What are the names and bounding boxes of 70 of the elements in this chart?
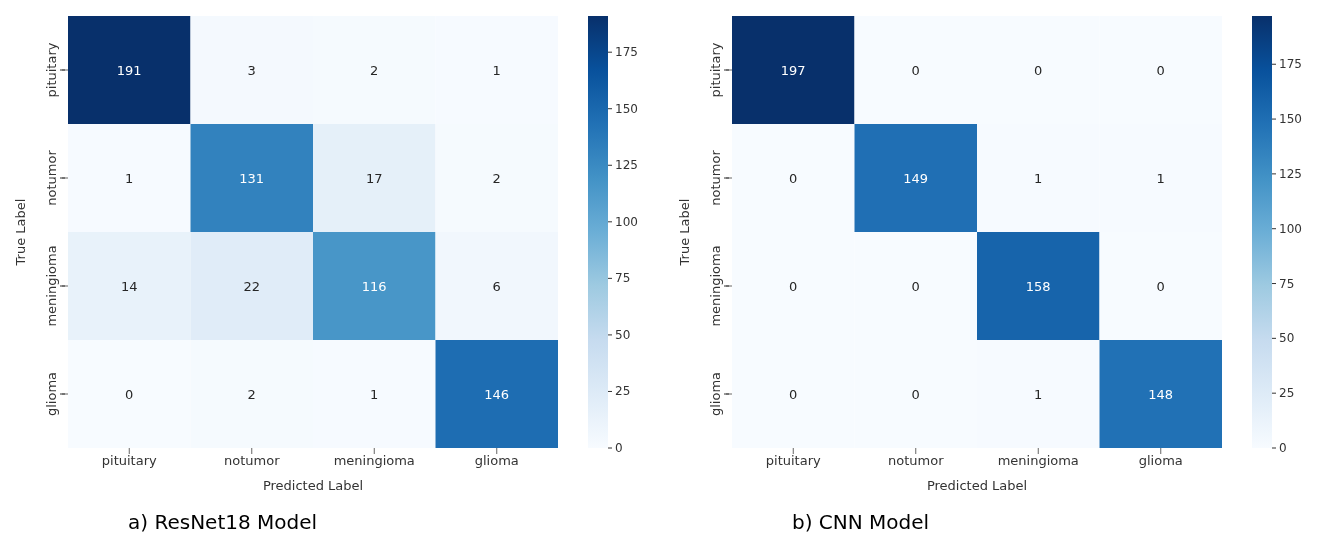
color-bar-label: 0 [1279,441,1287,455]
data-label: 3 [247,62,256,78]
color-bar-label: 100 [615,214,638,229]
color-bar-label: 175 [1279,57,1302,72]
data-label: 0 [789,386,798,402]
x-tick-label: glioma [1138,453,1183,469]
x-axis-title: Predicted Label [926,478,1028,493]
color-bar-label: 125 [615,158,638,173]
data-label: 1 [1034,170,1043,186]
data-label: 0 [1156,278,1165,294]
data-label: 14 [120,278,138,294]
y-tick-label: meningioma [708,245,723,327]
data-label: 22 [243,278,261,294]
y-tick-label: glioma [44,371,59,417]
x-tick-label: meningioma [997,453,1079,469]
y-tick-label: notumor [708,149,723,206]
color-bar-label: 75 [1279,276,1295,291]
color-bar-label: 50 [615,327,631,342]
color-bar-label: 125 [1279,166,1302,181]
color-bar-label: 0 [615,441,623,455]
x-tick-label: pituitary [765,453,822,469]
data-label: 2 [247,386,256,402]
data-label: 6 [492,278,501,294]
text: a) ResNet18 Model [127,510,319,534]
x-tick-label: meningioma [333,453,415,469]
data-label: 0 [1034,62,1043,78]
color-bar-label: 150 [1279,112,1302,127]
data-label: 2 [492,170,501,186]
data-label: 0 [789,278,798,294]
color-bar-label: 25 [615,384,631,399]
y-axis-title: True Label [676,198,692,267]
y-tick-label: notumor [44,149,59,206]
data-label: 0 [911,278,920,294]
y-tick-label: meningioma [44,245,59,327]
data-label: 1 [1156,170,1165,186]
data-label: 1 [370,386,379,402]
x-tick-label: pituitary [101,453,158,469]
data-label: 146 [484,386,510,402]
y-tick-label: glioma [708,371,723,417]
color-bar-label: 50 [1279,331,1295,346]
data-label: 17 [365,170,383,186]
x-tick-label: notumor [888,453,945,469]
text: b) CNN Model [791,510,931,534]
x-tick-label: glioma [474,453,519,469]
data-label: 2 [370,62,379,78]
data-label: 1 [1034,386,1043,402]
color-bar-label: 150 [615,101,638,116]
data-label: 116 [361,278,387,294]
color-bar-label: 100 [1279,221,1302,236]
x-tick-label: notumor [224,453,281,469]
data-label: 131 [239,170,265,186]
data-label: 158 [1025,278,1051,294]
y-axis-title: True Label [12,198,28,267]
color-bar-label: 75 [615,271,631,286]
y-tick-label: pituitary [708,42,723,98]
data-label: 0 [789,170,798,186]
data-label: 149 [903,170,929,186]
data-label: 0 [911,62,920,78]
data-label: 197 [780,62,806,78]
data-label: 0 [911,386,920,402]
data-label: 1 [125,170,134,186]
data-label: 0 [125,386,134,402]
color-bar-label: 175 [615,45,638,60]
data-label: 1 [492,62,501,78]
color-bar-label: 25 [1279,386,1295,401]
data-label: 148 [1148,386,1174,402]
data-label: 191 [116,62,142,78]
y-tick-label: pituitary [44,42,59,98]
x-axis-title: Predicted Label [262,478,364,493]
data-label: 0 [1156,62,1165,78]
